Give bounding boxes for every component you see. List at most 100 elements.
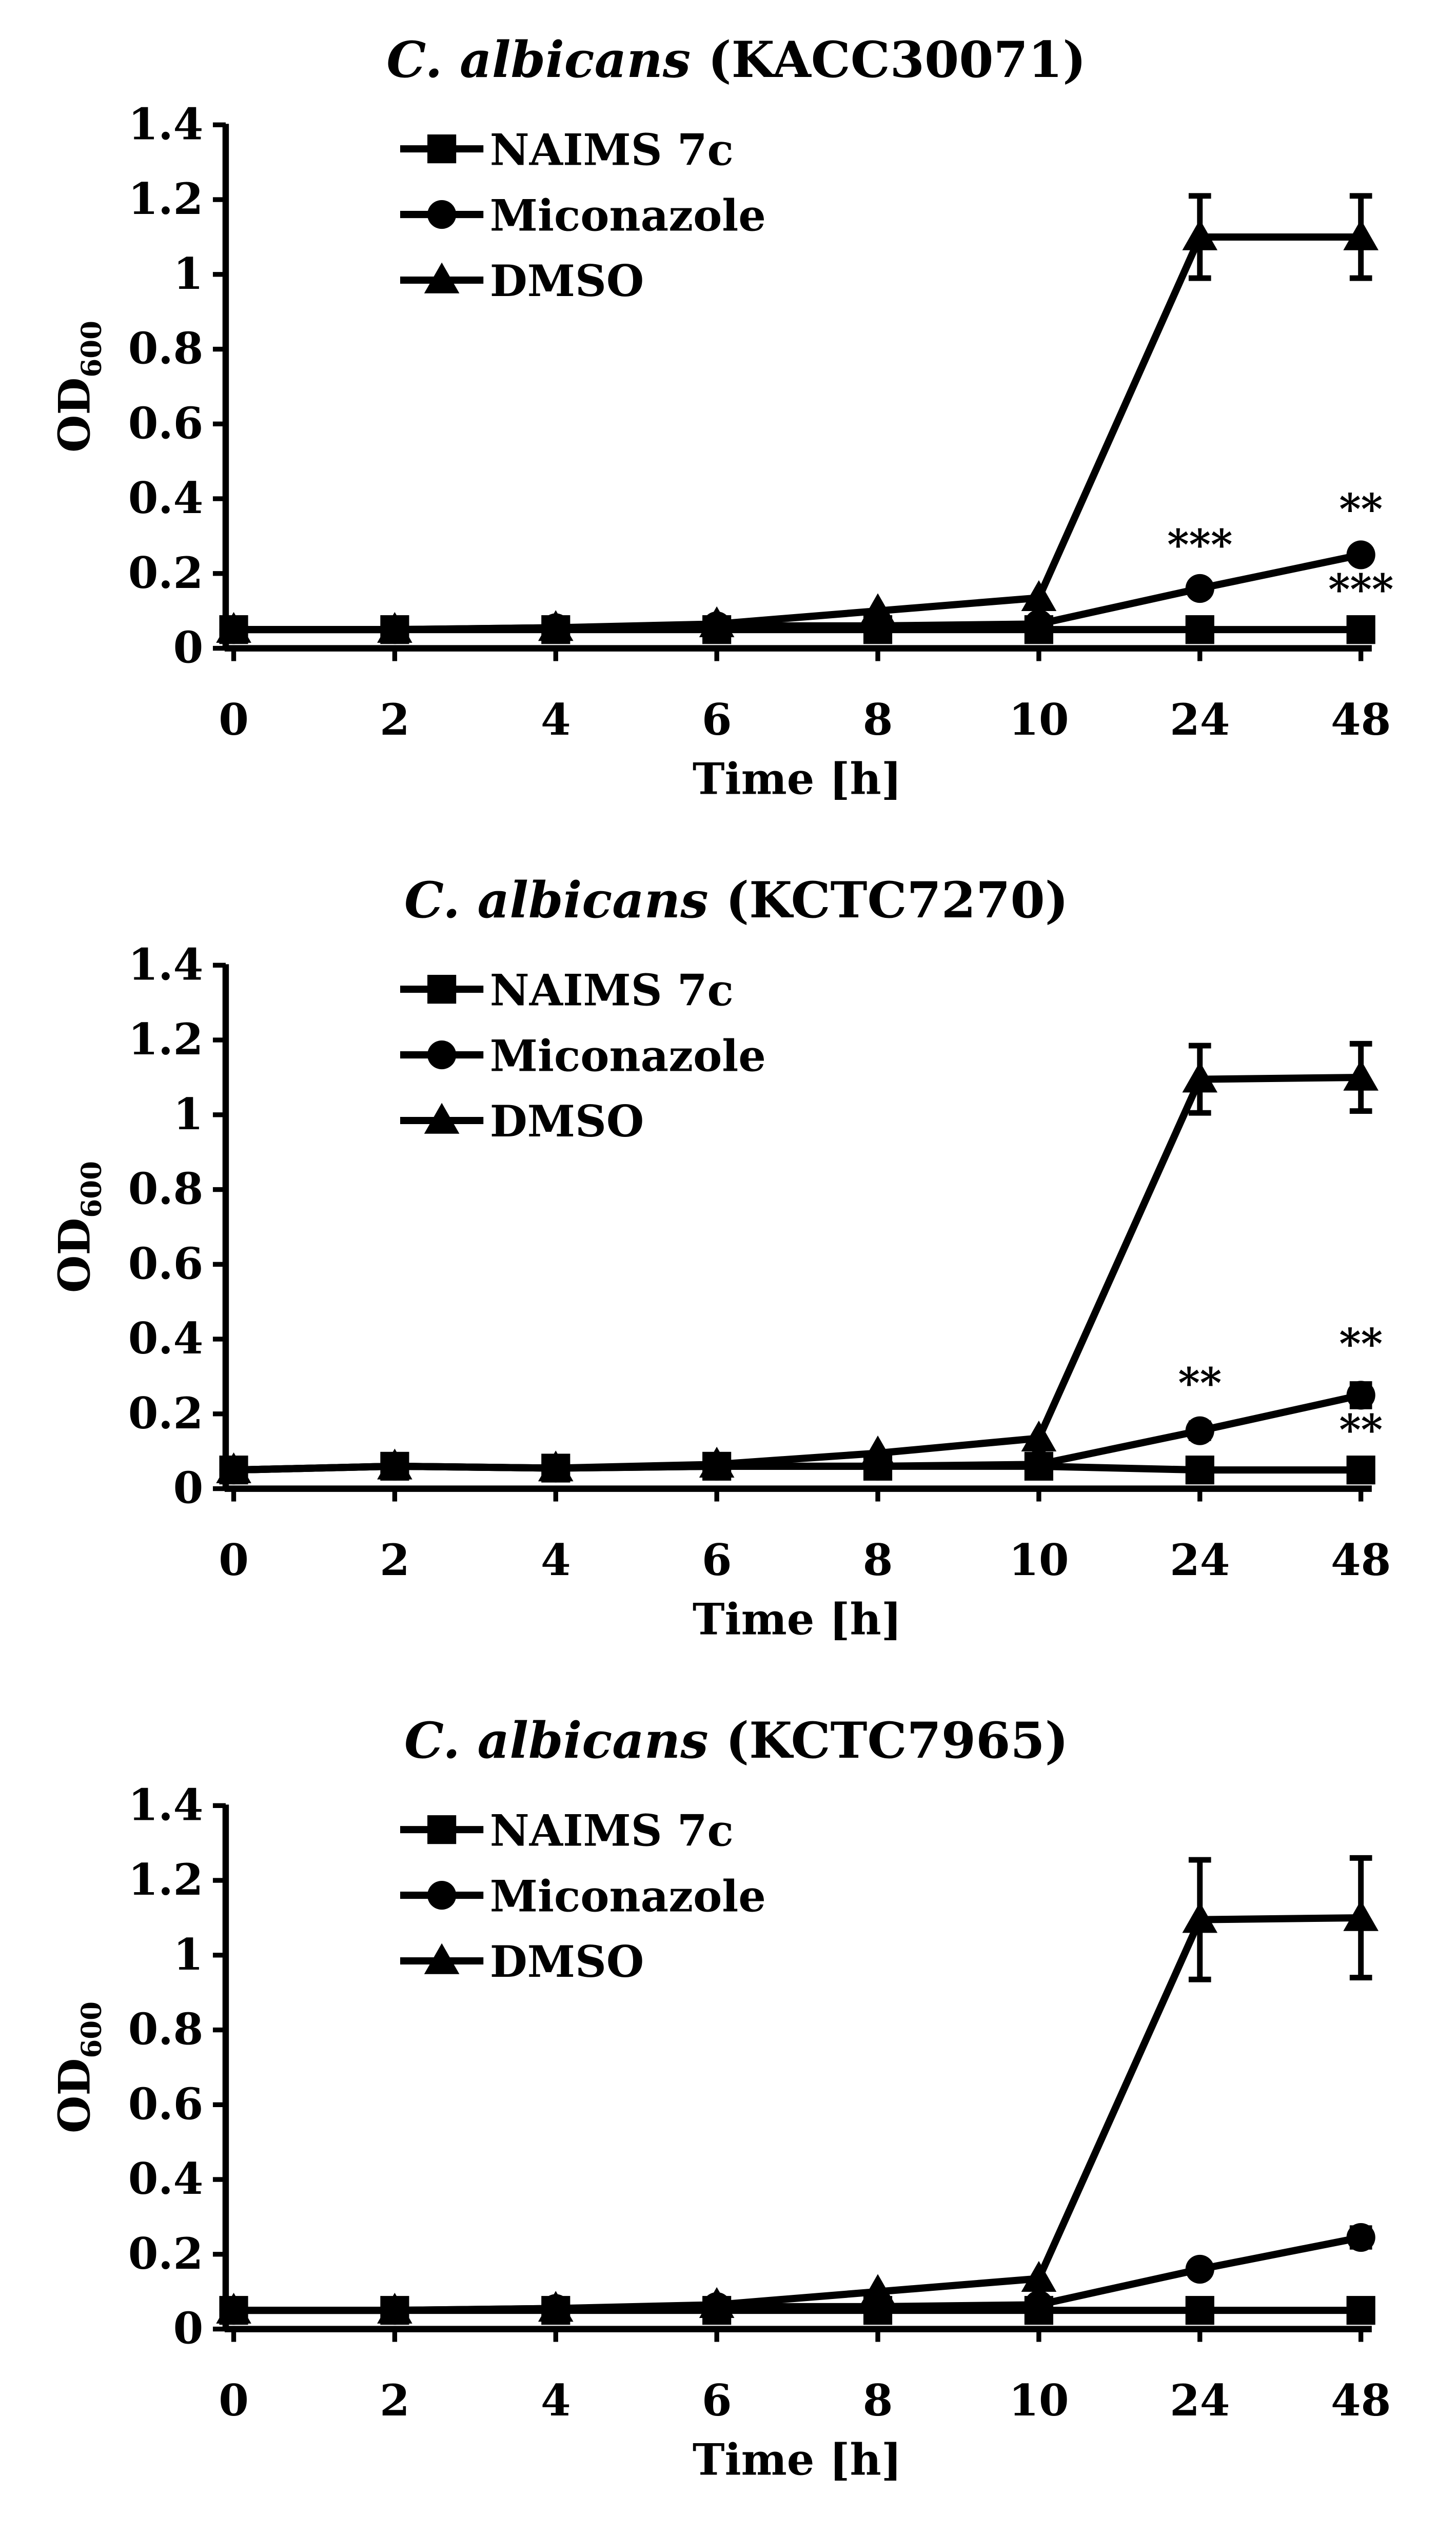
legend-marker-triangle-icon (424, 262, 460, 293)
legend: NAIMS 7c Miconazole DMSO (400, 124, 766, 306)
legend-label: NAIMS 7c (490, 124, 734, 175)
x-tick-label: 0 (219, 2375, 249, 2426)
series-line (233, 233, 1361, 634)
chart-title: C. albicans (KCTC7270) (404, 871, 1069, 929)
data-point (1346, 2296, 1375, 2325)
data-point (1346, 1381, 1375, 1410)
x-tick-label: 8 (863, 1535, 893, 1585)
chart-panel-1: C. albicans (KACC30071) 0 0.2 0.4 0.6 0.8 1 1.2… (49, 30, 1394, 804)
x-tick-label: 2 (380, 1535, 410, 1585)
significance-annotation: ** (1178, 1359, 1222, 1408)
data-point (1346, 2223, 1375, 2252)
x-tick-label: 24 (1170, 1535, 1230, 1585)
legend-marker-square-icon (427, 975, 457, 1004)
y-axis-label-base: OD (49, 2058, 100, 2133)
y-tick-label: 0.4 (128, 1313, 204, 1364)
y-tick-label: 0.2 (128, 1388, 204, 1439)
data-point (1182, 1902, 1218, 1933)
x-tick-label: 24 (1170, 694, 1230, 745)
y-axis-label-subscript: 600 (75, 321, 108, 378)
x-tick-label: 48 (1331, 2375, 1391, 2426)
y-tick-label: 1.4 (128, 939, 204, 990)
data-point (1185, 615, 1214, 644)
legend-label: DMSO (490, 256, 644, 306)
x-tick-label: 10 (1009, 2375, 1069, 2426)
data-point (702, 2296, 732, 2325)
chart-title-species: C. albicans (386, 30, 691, 89)
y-tick-label: 0.6 (128, 2078, 204, 2129)
data-point (1343, 1059, 1379, 1091)
y-axis-label: OD600 (49, 2001, 108, 2133)
legend-marker-circle-icon (427, 200, 457, 229)
data-point (541, 615, 570, 644)
y-tick-label: 0 (173, 1463, 204, 1514)
y-tick-label: 1.2 (128, 173, 204, 224)
data-point (1021, 2261, 1057, 2292)
legend-label: DMSO (490, 1936, 644, 1987)
x-tick-label: 0 (219, 694, 249, 745)
legend: NAIMS 7c Miconazole DMSO (400, 965, 766, 1147)
data-point (1343, 1900, 1379, 1931)
data-point (541, 2296, 570, 2325)
data-point (863, 2296, 893, 2325)
y-tick-label: 0.4 (128, 473, 204, 523)
y-tick-label: 0 (173, 622, 204, 673)
x-axis-label: Time [h] (693, 1594, 902, 1645)
data-point (1343, 219, 1379, 250)
y-tick-label: 1 (173, 1089, 204, 1139)
y-tick-label: 0.8 (128, 2004, 204, 2055)
x-tick-label: 10 (1009, 1535, 1069, 1585)
data-point (1185, 574, 1214, 603)
data-point (219, 615, 248, 644)
y-axis-label: OD600 (49, 321, 108, 453)
y-axis-label-base: OD (49, 378, 100, 453)
data-point (1185, 1456, 1214, 1485)
chart-title-strain: (KCTC7270) (709, 871, 1069, 929)
y-tick-label: 0 (173, 2303, 204, 2354)
data-point (702, 615, 732, 644)
legend-marker-square-icon (427, 1815, 457, 1844)
y-axis-label: OD600 (49, 1161, 108, 1293)
legend-marker-triangle-icon (424, 1103, 460, 1134)
chart-title: C. albicans (KCTC7965) (404, 1711, 1069, 1770)
data-point (1021, 1420, 1057, 1451)
data-point (1185, 2296, 1214, 2325)
data-point (219, 2296, 248, 2325)
x-tick-label: 2 (380, 694, 410, 745)
data-point (1346, 615, 1375, 644)
x-tick-label: 6 (702, 2375, 732, 2426)
y-tick-label: 0.6 (128, 398, 204, 448)
y-tick-label: 1.2 (128, 1014, 204, 1065)
data-point (1024, 615, 1053, 644)
series-line (233, 1073, 1361, 1474)
data-point (541, 1453, 570, 1483)
y-tick-label: 0.2 (128, 2228, 204, 2279)
legend-label: Miconazole (490, 1871, 766, 1921)
legend-marker-square-icon (427, 134, 457, 164)
x-tick-label: 8 (863, 2375, 893, 2426)
data-point (702, 1451, 732, 1481)
significance-annotation: *** (1167, 521, 1232, 569)
series-line (233, 1914, 1361, 2314)
data-point (1185, 2254, 1214, 2284)
y-axis-label-subscript: 600 (75, 2001, 108, 2058)
legend: NAIMS 7c Miconazole DMSO (400, 1805, 766, 1987)
x-tick-label: 0 (219, 1535, 249, 1585)
y-tick-label: 0.2 (128, 547, 204, 598)
data-point (219, 1456, 248, 1485)
series-naims-7c (219, 1451, 1375, 1485)
legend-marker-circle-icon (427, 1040, 457, 1070)
chart-title-strain: (KCTC7965) (709, 1711, 1069, 1770)
x-tick-label: 4 (541, 1535, 571, 1585)
legend-marker-circle-icon (427, 1881, 457, 1910)
data-point (1182, 1062, 1218, 1093)
y-tick-label: 0.6 (128, 1238, 204, 1289)
x-tick-label: 48 (1331, 1535, 1391, 1585)
legend-label: DMSO (490, 1096, 644, 1147)
significance-annotation: ** (1339, 1406, 1383, 1455)
y-tick-label: 1 (173, 1929, 204, 1980)
data-point (380, 2296, 409, 2325)
data-point (1182, 219, 1218, 250)
data-point (1024, 1451, 1053, 1481)
